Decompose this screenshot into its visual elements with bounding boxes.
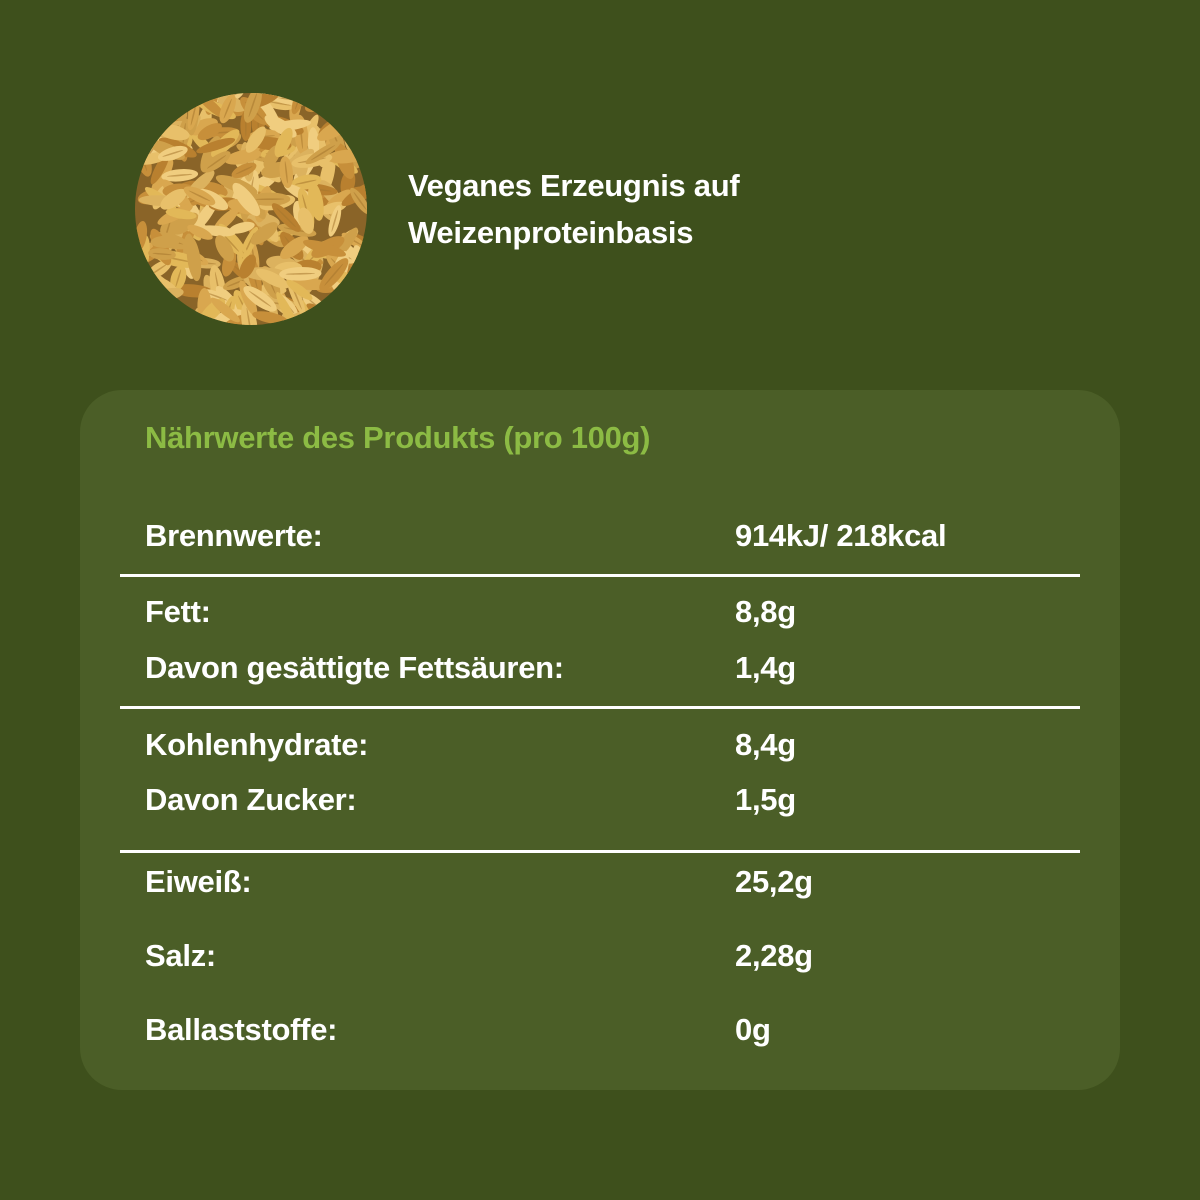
tagline-line-2: Weizenproteinbasis (408, 215, 694, 250)
grains-layer (135, 93, 367, 325)
nutrition-row-eiweiss: Eiweiß: 25,2g (145, 863, 1055, 901)
row-value: 2,28g (735, 938, 813, 973)
row-label: Fett: (145, 594, 211, 629)
divider (120, 706, 1080, 709)
row-value: 914kJ/ 218kcal (735, 518, 947, 553)
nutrition-row-salz: Salz: 2,28g (145, 937, 1055, 975)
row-value: 25,2g (735, 864, 813, 899)
nutrition-panel: Nährwerte des Produkts (pro 100g) Brennw… (80, 390, 1120, 1090)
divider (120, 574, 1080, 577)
row-label: Salz: (145, 938, 216, 973)
row-label: Ballaststoffe: (145, 1012, 338, 1047)
row-value: 8,4g (735, 727, 796, 762)
nutrition-row-kohlenhydrate: Kohlenhydrate: 8,4g (145, 726, 1055, 764)
row-value: 8,8g (735, 594, 796, 629)
wheat-grains-image (135, 93, 367, 325)
nutrition-row-brennwerte: Brennwerte: 914kJ/ 218kcal (145, 517, 1055, 555)
nutrition-title: Nährwerte des Produkts (pro 100g) (145, 420, 651, 455)
product-tagline: Veganes Erzeugnis auf Weizenproteinbasis (408, 162, 740, 256)
nutrition-row-fett: Fett: 8,8g (145, 593, 1055, 631)
nutrition-row-zucker: Davon Zucker: 1,5g (145, 781, 1055, 819)
row-label: Davon Zucker: (145, 782, 357, 817)
row-label: Eiweiß: (145, 864, 252, 899)
row-label: Brennwerte: (145, 518, 323, 553)
row-value: 0g (735, 1012, 771, 1047)
tagline-line-1: Veganes Erzeugnis auf (408, 168, 740, 203)
row-value: 1,4g (735, 650, 796, 685)
row-label: Davon gesättigte Fettsäuren: (145, 650, 564, 685)
nutrition-row-gesaettigte-fettsaeuren: Davon gesättigte Fettsäuren: 1,4g (145, 649, 1055, 687)
divider (120, 850, 1080, 853)
row-label: Kohlenhydrate: (145, 727, 369, 762)
row-value: 1,5g (735, 782, 796, 817)
nutrition-row-ballaststoffe: Ballaststoffe: 0g (145, 1011, 1055, 1049)
